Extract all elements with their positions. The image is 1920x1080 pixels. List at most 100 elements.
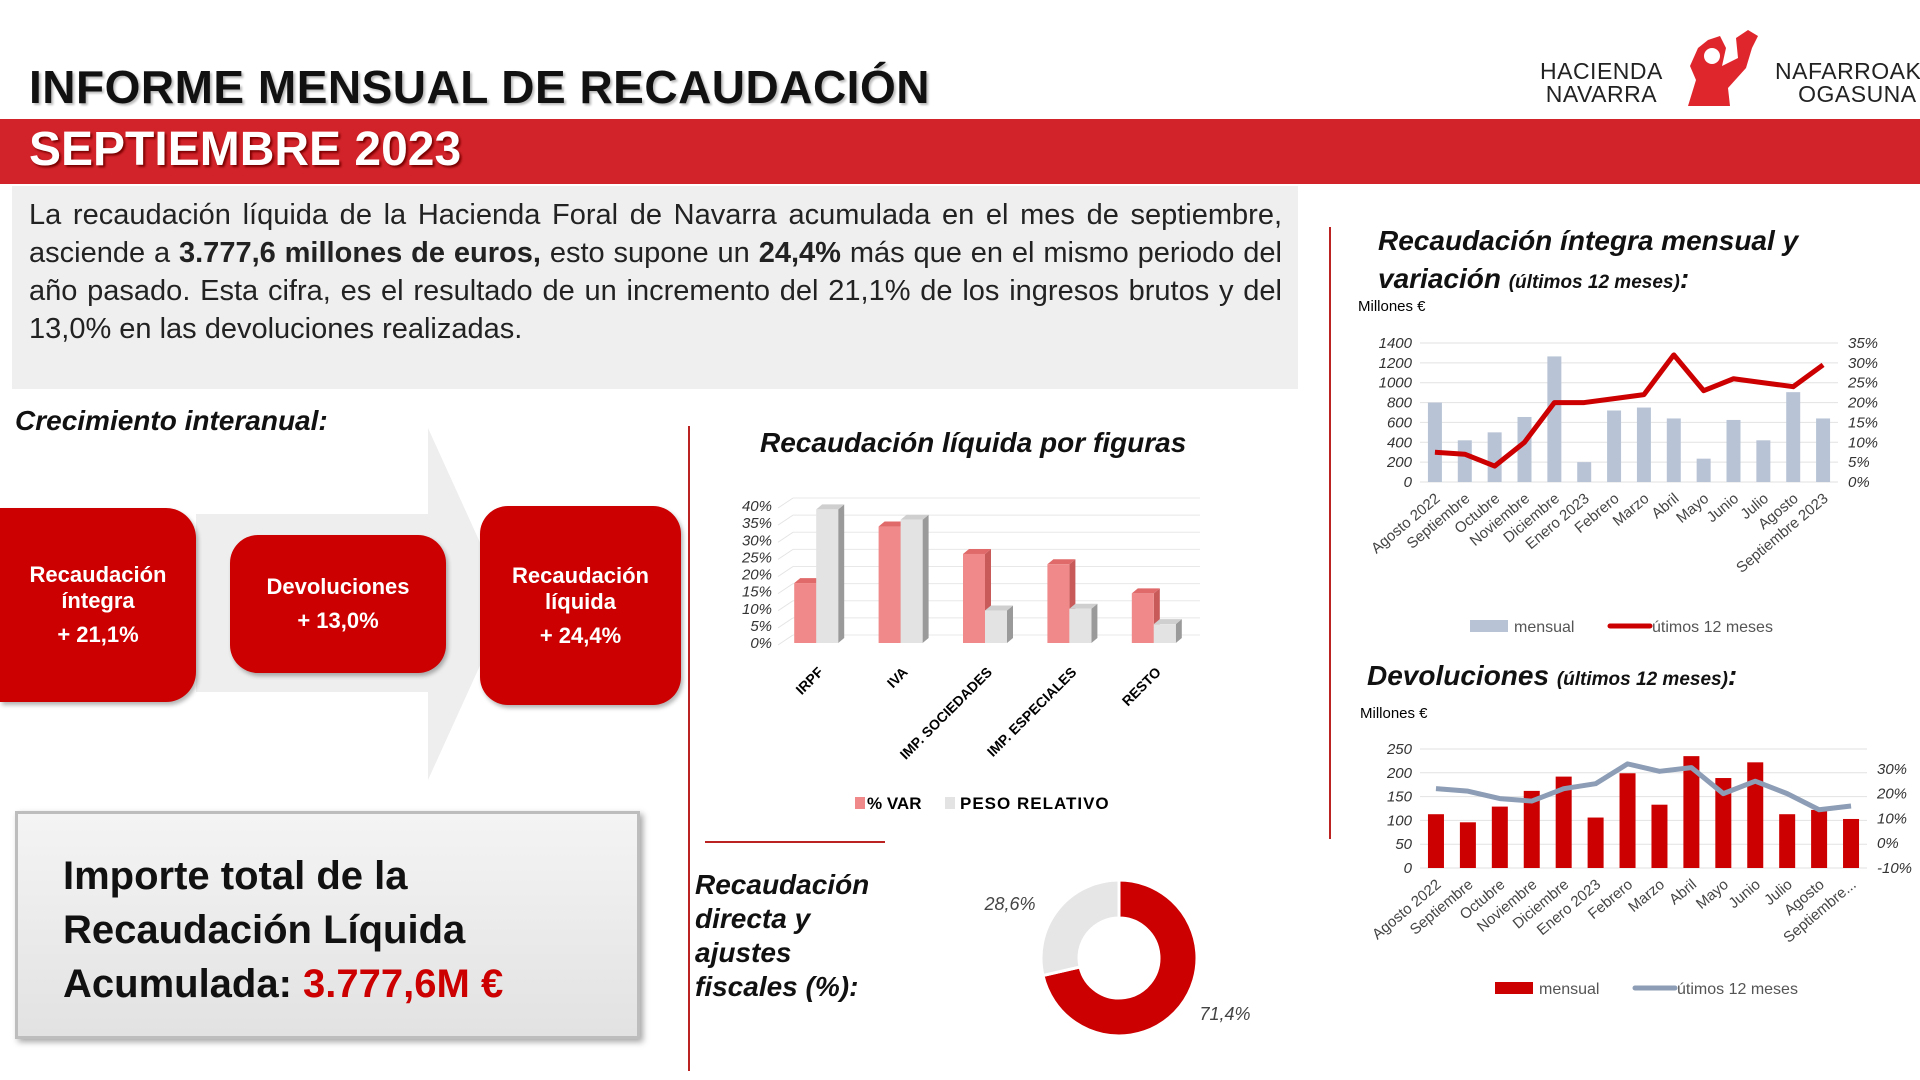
legend-swatch-var [855, 797, 865, 809]
y2-tick-label: 30% [1848, 355, 1878, 372]
bar-mensual [1427, 814, 1444, 868]
bar-top [1153, 619, 1182, 625]
legend-label: útimos 12 meses [1652, 619, 1773, 636]
bar-mensual [1786, 392, 1801, 482]
integra-chart: 0 200 400 600 800 1000 1200 1400 0% 5% 10% 15% 20% 25… [1368, 335, 1878, 636]
y-tick-label: 0% [750, 635, 772, 652]
bar--var [878, 526, 901, 643]
y2-tick-label: 35% [1848, 335, 1878, 352]
bar-top [878, 521, 907, 527]
bar-mensual [1666, 418, 1681, 482]
total-amount: 3.777,6M € [303, 962, 504, 1006]
figuras-chart-title: Recaudación líquida por figuras [760, 427, 1187, 458]
y-tick-label: 150 [1387, 789, 1413, 806]
y2-tick-label: 0% [1877, 835, 1899, 852]
report-period: SEPTIEMBRE 2023 [29, 123, 462, 176]
y-tick-label: 10% [742, 601, 772, 618]
divider-vertical-right [1329, 227, 1331, 839]
y-tick-label: 50 [1395, 836, 1412, 853]
y-tick-label: 600 [1387, 414, 1413, 431]
total-amount-card: Importe total de la Recaudación Líquida Ac… [15, 811, 640, 1039]
bar-peso-relativo [816, 509, 839, 643]
bar--var [1131, 593, 1154, 643]
y-tick-label: 1200 [1379, 355, 1413, 372]
y-tick-label: 0 [1404, 474, 1413, 491]
bar-mensual [1651, 804, 1668, 868]
y2-tick-label: 10% [1848, 434, 1878, 451]
bar-mensual [1696, 458, 1711, 482]
y-tick-label: 200 [1386, 454, 1413, 471]
directa-chart-title: Recaudación directa y ajustes fiscales (… [695, 869, 870, 1002]
legend-label: mensual [1539, 981, 1599, 998]
bar--var [1047, 564, 1070, 643]
bar-mensual [1487, 432, 1502, 482]
bar-mensual [1811, 809, 1828, 868]
x-tick-label: Marzo [1625, 876, 1668, 916]
legend-swatch-mensual [1470, 620, 1508, 632]
bar-mensual [1459, 822, 1476, 868]
slice-label: 28,6% [983, 894, 1035, 914]
bar-mensual [1726, 419, 1741, 482]
growth-box-integra: Recaudación íntegra + 21,1% [0, 508, 196, 702]
bar-top [963, 548, 991, 554]
bar-mensual [1577, 462, 1592, 482]
bar--var [794, 583, 817, 643]
y-tick-label: 30% [742, 532, 772, 549]
y2-tick-label: 25% [1847, 375, 1878, 392]
bar-mensual [1779, 814, 1796, 868]
y-tick-label: 400 [1387, 434, 1413, 451]
bar-peso-relativo [1153, 624, 1176, 643]
bar-side [838, 504, 845, 643]
divider-horizontal [705, 841, 885, 843]
gridline-depth [777, 531, 794, 543]
x-tick-label: IMP. ESPECIALES [984, 664, 1080, 760]
bar-side [1091, 603, 1098, 643]
bar-mensual [1843, 818, 1860, 868]
bar-top [1069, 603, 1098, 609]
summary-text: La recaudación líquida de la Hacienda Fo… [29, 199, 1282, 345]
legend-label: mensual [1514, 619, 1574, 636]
bar--var [963, 553, 985, 643]
bar-mensual [1715, 778, 1732, 868]
x-tick-label: IRPF [792, 663, 826, 697]
bar-peso-relativo [900, 519, 923, 643]
gridline-depth [777, 497, 794, 509]
growth-section-title: Crecimiento interanual: [15, 405, 328, 436]
y2-tick-label: 0% [1848, 474, 1870, 491]
bar-mensual [1816, 418, 1831, 482]
slice-label: 71,4% [1199, 1004, 1250, 1024]
bar-mensual [1747, 762, 1764, 868]
integra-chart-title: Recaudación íntegra mensual y variación … [1378, 225, 1799, 294]
x-tick-label: Mayo [1693, 876, 1732, 913]
y-tick-label: 35% [742, 515, 772, 532]
x-tick-label: IMP. SOCIEDADES [897, 664, 996, 763]
y-tick-label: 0 [1404, 860, 1413, 877]
bar-top [1131, 588, 1160, 594]
legend-label: PESO RELATIVO [960, 794, 1110, 813]
bar-mensual [1427, 402, 1442, 482]
gridline-depth [777, 514, 794, 526]
y-tick-label: 15% [742, 584, 772, 601]
y-tick-label: 800 [1387, 395, 1413, 412]
line-ultimos-12-meses [1434, 352, 1825, 469]
gridline-depth [777, 617, 794, 629]
y-tick-label: 1400 [1379, 335, 1413, 352]
donut-slice [1039, 878, 1121, 978]
y-tick-label: 5% [750, 618, 772, 635]
legend-swatch-peso [945, 797, 955, 809]
legend-swatch-mensual [1495, 982, 1533, 994]
bar-mensual [1636, 407, 1651, 482]
logo-text-left: HACIENDA NAVARRA [1540, 58, 1663, 107]
integra-ylabel: Millones € [1358, 298, 1426, 315]
bar-mensual [1457, 440, 1472, 482]
legend-label: % VAR [867, 794, 921, 813]
bar-side [922, 514, 929, 643]
bar-mensual [1491, 806, 1508, 868]
y2-tick-label: 10% [1877, 810, 1907, 827]
legend-label: útimos 12 meses [1677, 981, 1798, 998]
bar-mensual [1756, 440, 1771, 482]
x-tick-label: Junio [1704, 490, 1742, 526]
